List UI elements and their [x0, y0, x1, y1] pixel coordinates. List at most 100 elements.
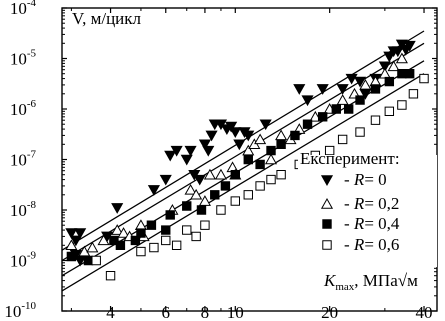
square-open-marker — [92, 256, 100, 264]
triangle-down-filled-marker — [302, 96, 312, 105]
square-filled-marker — [137, 229, 145, 237]
square-filled-marker — [356, 96, 364, 104]
x-tick-label: 4 — [106, 303, 115, 321]
square-filled-marker — [303, 120, 311, 128]
triangle-up-open-marker — [310, 112, 320, 121]
square-filled-marker — [267, 146, 275, 154]
triangle-up-open-marker — [255, 134, 265, 143]
legend-item-1: - R= 0 — [344, 170, 387, 189]
legend-title: Експеримент: — [300, 149, 400, 168]
triangle-up-open-marker — [87, 243, 97, 252]
square-filled-marker — [231, 171, 239, 179]
triangle-down-filled-marker — [322, 176, 332, 185]
triangle-up-open-marker — [322, 199, 332, 208]
triangle-down-filled-marker — [230, 128, 240, 137]
triangle-down-filled-marker — [66, 229, 76, 238]
square-open-marker — [356, 128, 364, 136]
triangle-down-filled-marker — [165, 151, 175, 160]
square-open-marker — [420, 74, 428, 82]
triangle-up-open-marker — [388, 61, 398, 70]
square-open-marker — [192, 232, 200, 240]
square-filled-marker — [166, 211, 174, 219]
axes-layer: 10-10 10-9 10-8 10-7 10-6 10-5 10-4 4 6 8 10 20 40 V,… — [4, 0, 437, 321]
triangle-down-filled-marker — [384, 52, 394, 61]
square-open-marker — [106, 272, 114, 280]
y-tick-label: 10-7 — [10, 149, 37, 170]
x-tick-label: 8 — [201, 303, 210, 321]
triangle-up-open-marker — [337, 95, 347, 104]
triangle-up-open-marker — [66, 240, 76, 249]
y-tick-label: 10-4 — [10, 0, 37, 18]
square-filled-marker — [221, 182, 229, 190]
fit-line-4 — [61, 73, 425, 292]
series-1 — [66, 40, 415, 265]
square-filled-marker — [67, 252, 75, 260]
square-filled-marker — [162, 226, 170, 234]
square-open-marker — [172, 241, 180, 249]
square-open-marker — [323, 241, 331, 249]
square-filled-marker — [323, 220, 331, 228]
x-tick-label: 6 — [162, 303, 171, 321]
triangle-down-filled-marker — [182, 155, 192, 164]
square-open-marker — [244, 191, 252, 199]
triangle-down-filled-marker — [243, 131, 253, 140]
triangle-down-filled-marker — [260, 120, 270, 129]
legend-item-2: - R= 0,2 — [344, 194, 399, 213]
triangle-down-filled-marker — [203, 146, 213, 155]
triangle-down-filled-marker — [397, 40, 407, 49]
square-filled-marker — [183, 202, 191, 210]
square-open-marker — [150, 243, 158, 251]
y-tick-label: 10-10 — [4, 300, 36, 321]
square-open-marker — [409, 90, 417, 98]
square-filled-marker — [405, 70, 413, 78]
square-filled-marker — [344, 105, 352, 113]
triangle-down-filled-marker — [317, 85, 327, 94]
series-3 — [67, 70, 414, 265]
triangle-up-open-marker — [397, 54, 407, 63]
square-open-marker — [162, 236, 170, 244]
triangle-down-filled-marker — [337, 85, 347, 94]
square-filled-marker — [131, 236, 139, 244]
square-filled-marker — [256, 160, 264, 168]
triangle-down-filled-marker — [206, 131, 216, 140]
triangle-up-open-marker — [136, 220, 146, 229]
x-tick-label: 10 — [227, 303, 244, 321]
y-tick-label: 10-8 — [10, 199, 37, 220]
square-open-marker — [277, 171, 285, 179]
triangle-down-filled-marker — [294, 85, 304, 94]
triangle-up-open-marker — [266, 155, 276, 164]
triangle-up-open-marker — [112, 225, 122, 234]
square-filled-marker — [291, 131, 299, 139]
square-open-marker — [338, 135, 346, 143]
square-filled-marker — [147, 221, 155, 229]
triangle-up-open-marker — [191, 190, 201, 199]
square-filled-marker — [84, 256, 92, 264]
triangle-down-filled-marker — [149, 186, 159, 195]
triangle-up-open-marker — [185, 185, 195, 194]
triangle-down-filled-marker — [393, 47, 403, 56]
data-points-layer — [66, 40, 428, 280]
x-tick-label: 20 — [321, 303, 338, 321]
triangle-up-open-marker — [118, 228, 128, 237]
triangle-up-open-marker — [200, 196, 210, 205]
square-open-marker — [201, 221, 209, 229]
y-axis-label: V, м/цикл — [72, 9, 142, 28]
square-open-marker — [371, 116, 379, 124]
triangle-up-open-marker — [98, 235, 108, 244]
x-tick-label: 40 — [416, 303, 433, 321]
triangle-up-open-marker — [205, 170, 215, 179]
legend: Експеримент: - R= 0 - R= 0,2- R= 0,4 - R= 0… — [298, 149, 437, 267]
triangle-down-filled-marker — [346, 74, 356, 83]
triangle-up-open-marker — [216, 170, 226, 179]
square-filled-marker — [211, 191, 219, 199]
square-open-marker — [385, 107, 393, 115]
triangle-down-filled-marker — [161, 175, 171, 184]
square-filled-marker — [398, 70, 406, 78]
square-open-marker — [398, 101, 406, 109]
square-filled-marker — [244, 155, 252, 163]
square-open-marker — [267, 175, 275, 183]
triangle-down-filled-marker — [380, 62, 390, 71]
triangle-down-filled-marker — [234, 140, 244, 149]
square-open-marker — [256, 182, 264, 190]
